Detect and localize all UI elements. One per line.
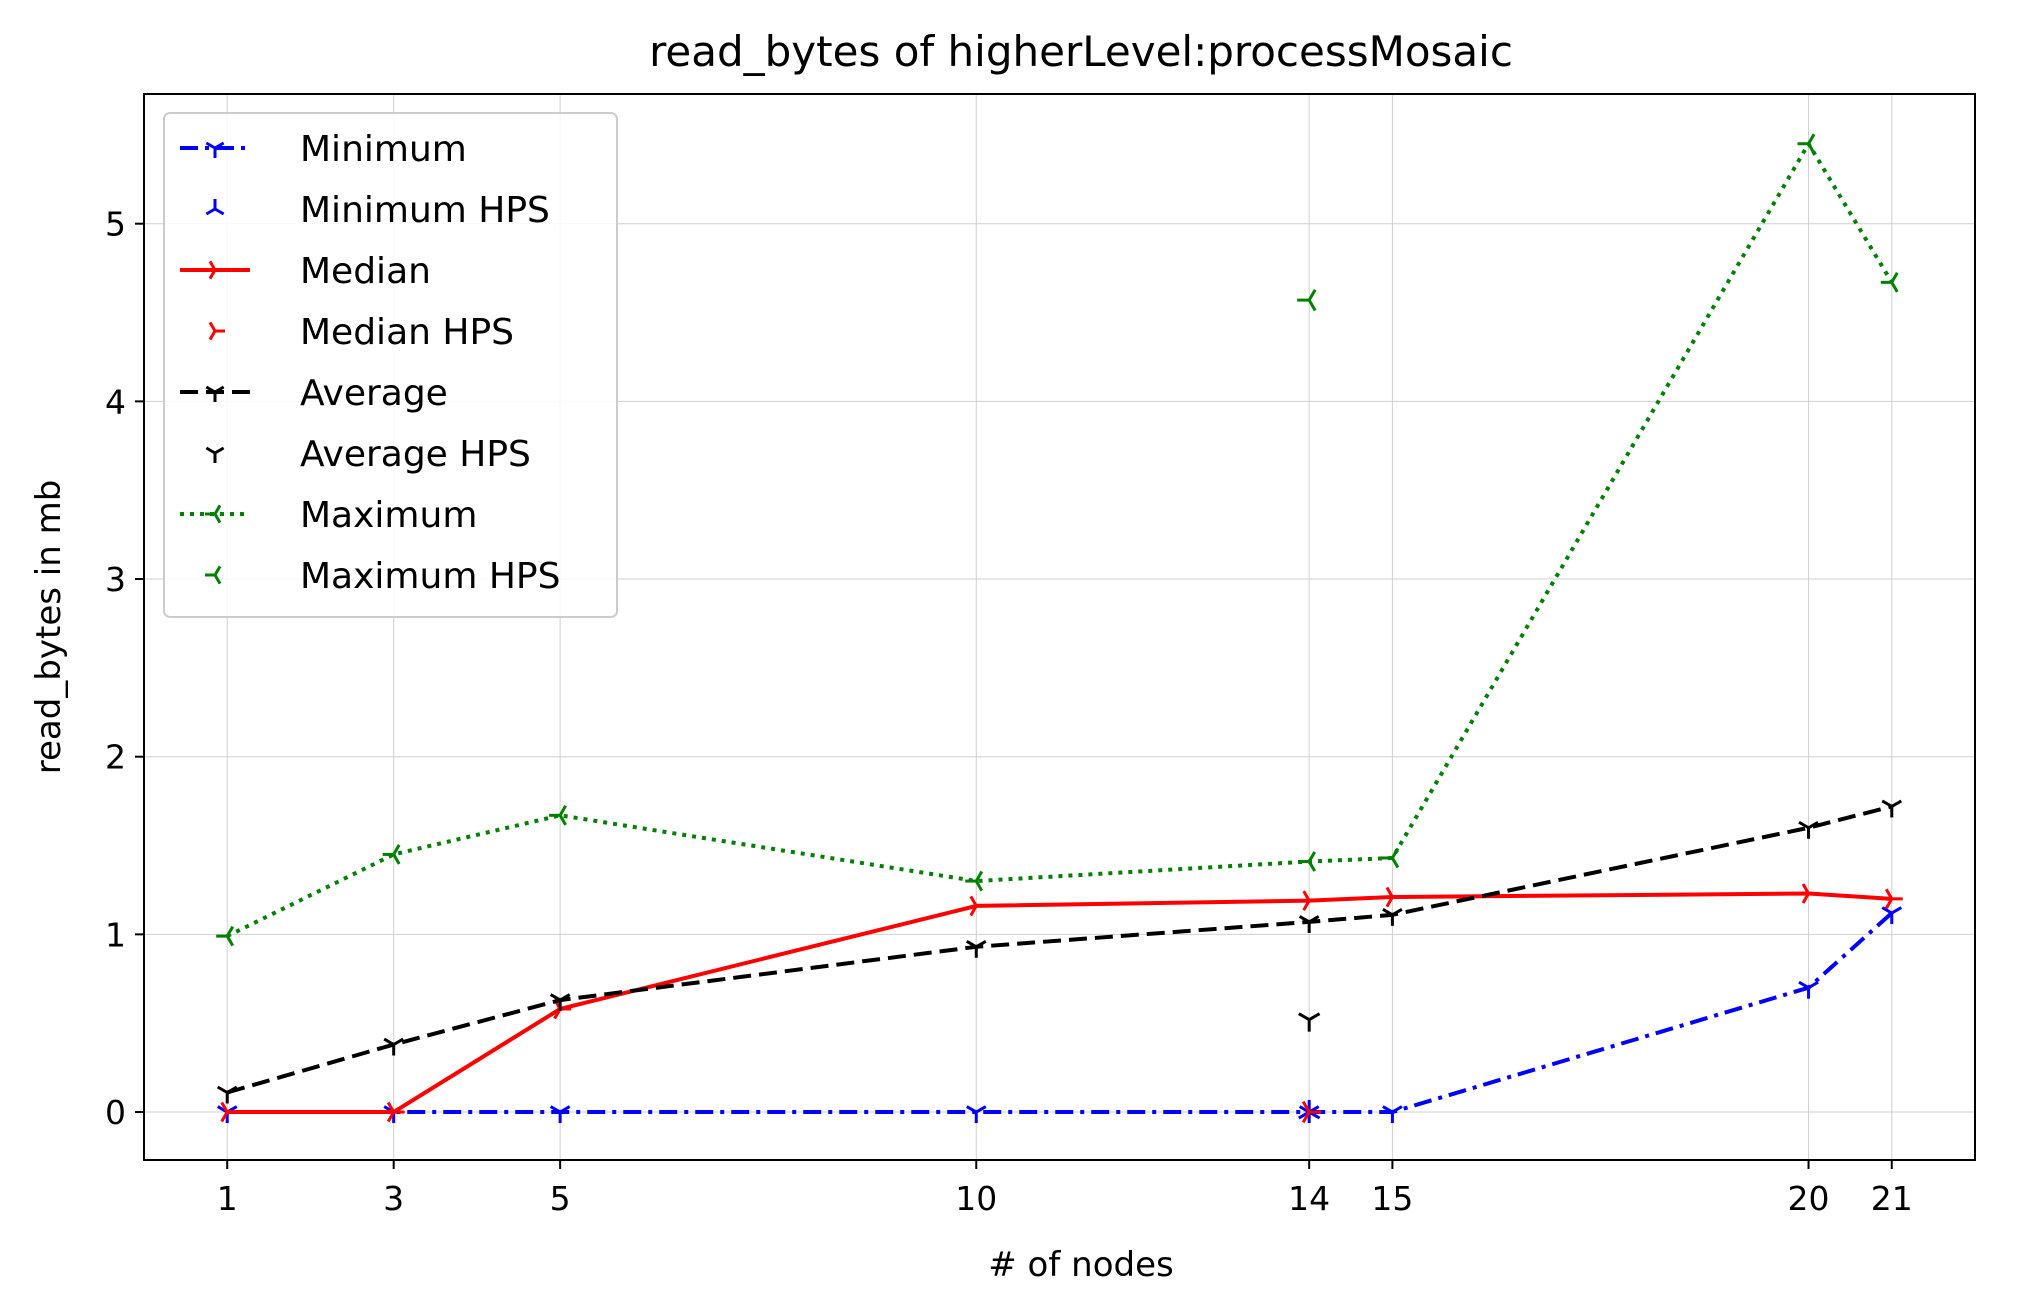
legend-item-minimum: Minimum [180, 129, 467, 170]
data-point-minimum [1382, 1105, 1403, 1124]
x-tick-label: 5 [550, 1179, 571, 1218]
data-point-average [216, 1085, 238, 1104]
legend-label: Minimum HPS [300, 190, 550, 231]
data-point-median [386, 1101, 405, 1123]
series-line-average [226, 804, 1893, 1095]
data-point-average-hps [1298, 1012, 1321, 1032]
x-axis: 1 3 5 10 14 15 20 21 [217, 1160, 1913, 1218]
data-point-maximum [1797, 133, 1816, 155]
series-median-hps [1301, 1100, 1322, 1124]
legend-marker [205, 446, 225, 463]
legend-marker [208, 260, 225, 280]
legend-label: Minimum [300, 129, 467, 170]
data-point-average [1798, 820, 1819, 839]
legend-marker [205, 504, 222, 524]
legend-label: Maximum HPS [300, 556, 560, 597]
y-tick-label: 4 [105, 382, 126, 421]
y-tick-label: 2 [105, 738, 126, 777]
legend-label: Average HPS [300, 434, 531, 475]
data-point-minimum [549, 1105, 571, 1124]
data-point-maximum [1381, 847, 1400, 869]
legend-item-average: Average [180, 373, 448, 414]
data-point-average [1382, 908, 1403, 926]
data-point-median [969, 895, 988, 917]
data-point-median [220, 1101, 239, 1123]
legend-label: Maximum [300, 495, 477, 536]
x-tick-label: 21 [1871, 1179, 1913, 1218]
data-point-average [1298, 915, 1320, 933]
chart-title: read_bytes of higherLevel:processMosaic [649, 27, 1513, 76]
y-tick-label: 1 [105, 915, 126, 954]
data-point-average [965, 940, 987, 958]
data-point-minimum [1881, 906, 1903, 925]
y-axis: 0 1 2 3 4 5 [105, 205, 144, 1132]
legend-marker [208, 321, 225, 341]
y-tick-label: 3 [105, 560, 126, 599]
legend-marker [205, 385, 225, 402]
plot-frame [143, 93, 1976, 1161]
legend-label: Average [300, 373, 448, 414]
x-tick-label: 14 [1288, 1179, 1330, 1218]
series-maximum [216, 133, 1899, 947]
data-point-median-hps [1301, 1100, 1322, 1124]
data-point-minimum [965, 1105, 987, 1124]
legend-item-median-hps: Median HPS [208, 312, 514, 353]
data-point-maximum [1298, 851, 1316, 872]
x-tick-label: 3 [383, 1179, 404, 1218]
series-average-hps [1298, 1012, 1321, 1032]
legend-item-minimum-hps: Minimum HPS [205, 190, 550, 231]
series-layer [216, 133, 1903, 1124]
legend-item-average-hps: Average HPS [205, 434, 531, 475]
y-axis-label: read_bytes in mb [29, 480, 69, 775]
series-line-minimum [227, 911, 1894, 1115]
data-point-average [383, 1037, 404, 1056]
series-line-median [227, 891, 1892, 1115]
series-average [216, 799, 1903, 1104]
data-point-maximum [549, 805, 567, 826]
legend-item-median: Median [180, 251, 431, 292]
y-tick-label: 5 [105, 205, 126, 244]
series-maximum-hps [1297, 288, 1317, 312]
data-point-maximum [216, 925, 235, 947]
legend-marker [205, 565, 222, 585]
data-point-median [1884, 888, 1903, 910]
data-point-median [1801, 883, 1820, 904]
legend-label: Median [300, 251, 431, 292]
legend-marker [205, 141, 225, 158]
data-point-average [1881, 799, 1903, 818]
series-minimum [216, 906, 1903, 1124]
legend-item-maximum-hps: Maximum HPS [205, 556, 560, 597]
y-tick-label: 0 [105, 1093, 126, 1132]
legend-item-maximum: Maximum [180, 495, 477, 536]
data-point-maximum [965, 870, 984, 892]
legend-marker [205, 199, 225, 216]
data-point-average [549, 993, 571, 1012]
x-tick-label: 1 [217, 1179, 238, 1218]
data-point-minimum [1798, 980, 1819, 999]
legend-label: Median HPS [300, 312, 514, 353]
data-point-median [1385, 886, 1404, 908]
data-point-maximum [1880, 272, 1899, 293]
x-tick-label: 10 [955, 1179, 997, 1218]
data-point-maximum [382, 844, 401, 865]
series-median [220, 883, 1903, 1123]
x-axis-label: # of nodes [988, 1245, 1173, 1285]
legend-box [163, 112, 618, 618]
data-point-median [1302, 890, 1321, 911]
x-tick-label: 15 [1371, 1179, 1413, 1218]
series-line-maximum [226, 141, 1894, 938]
x-tick-label: 20 [1788, 1179, 1830, 1218]
data-point-maximum-hps [1297, 288, 1317, 312]
legend: Minimum Minimum HPS Median Median HPS Averag… [163, 112, 618, 618]
